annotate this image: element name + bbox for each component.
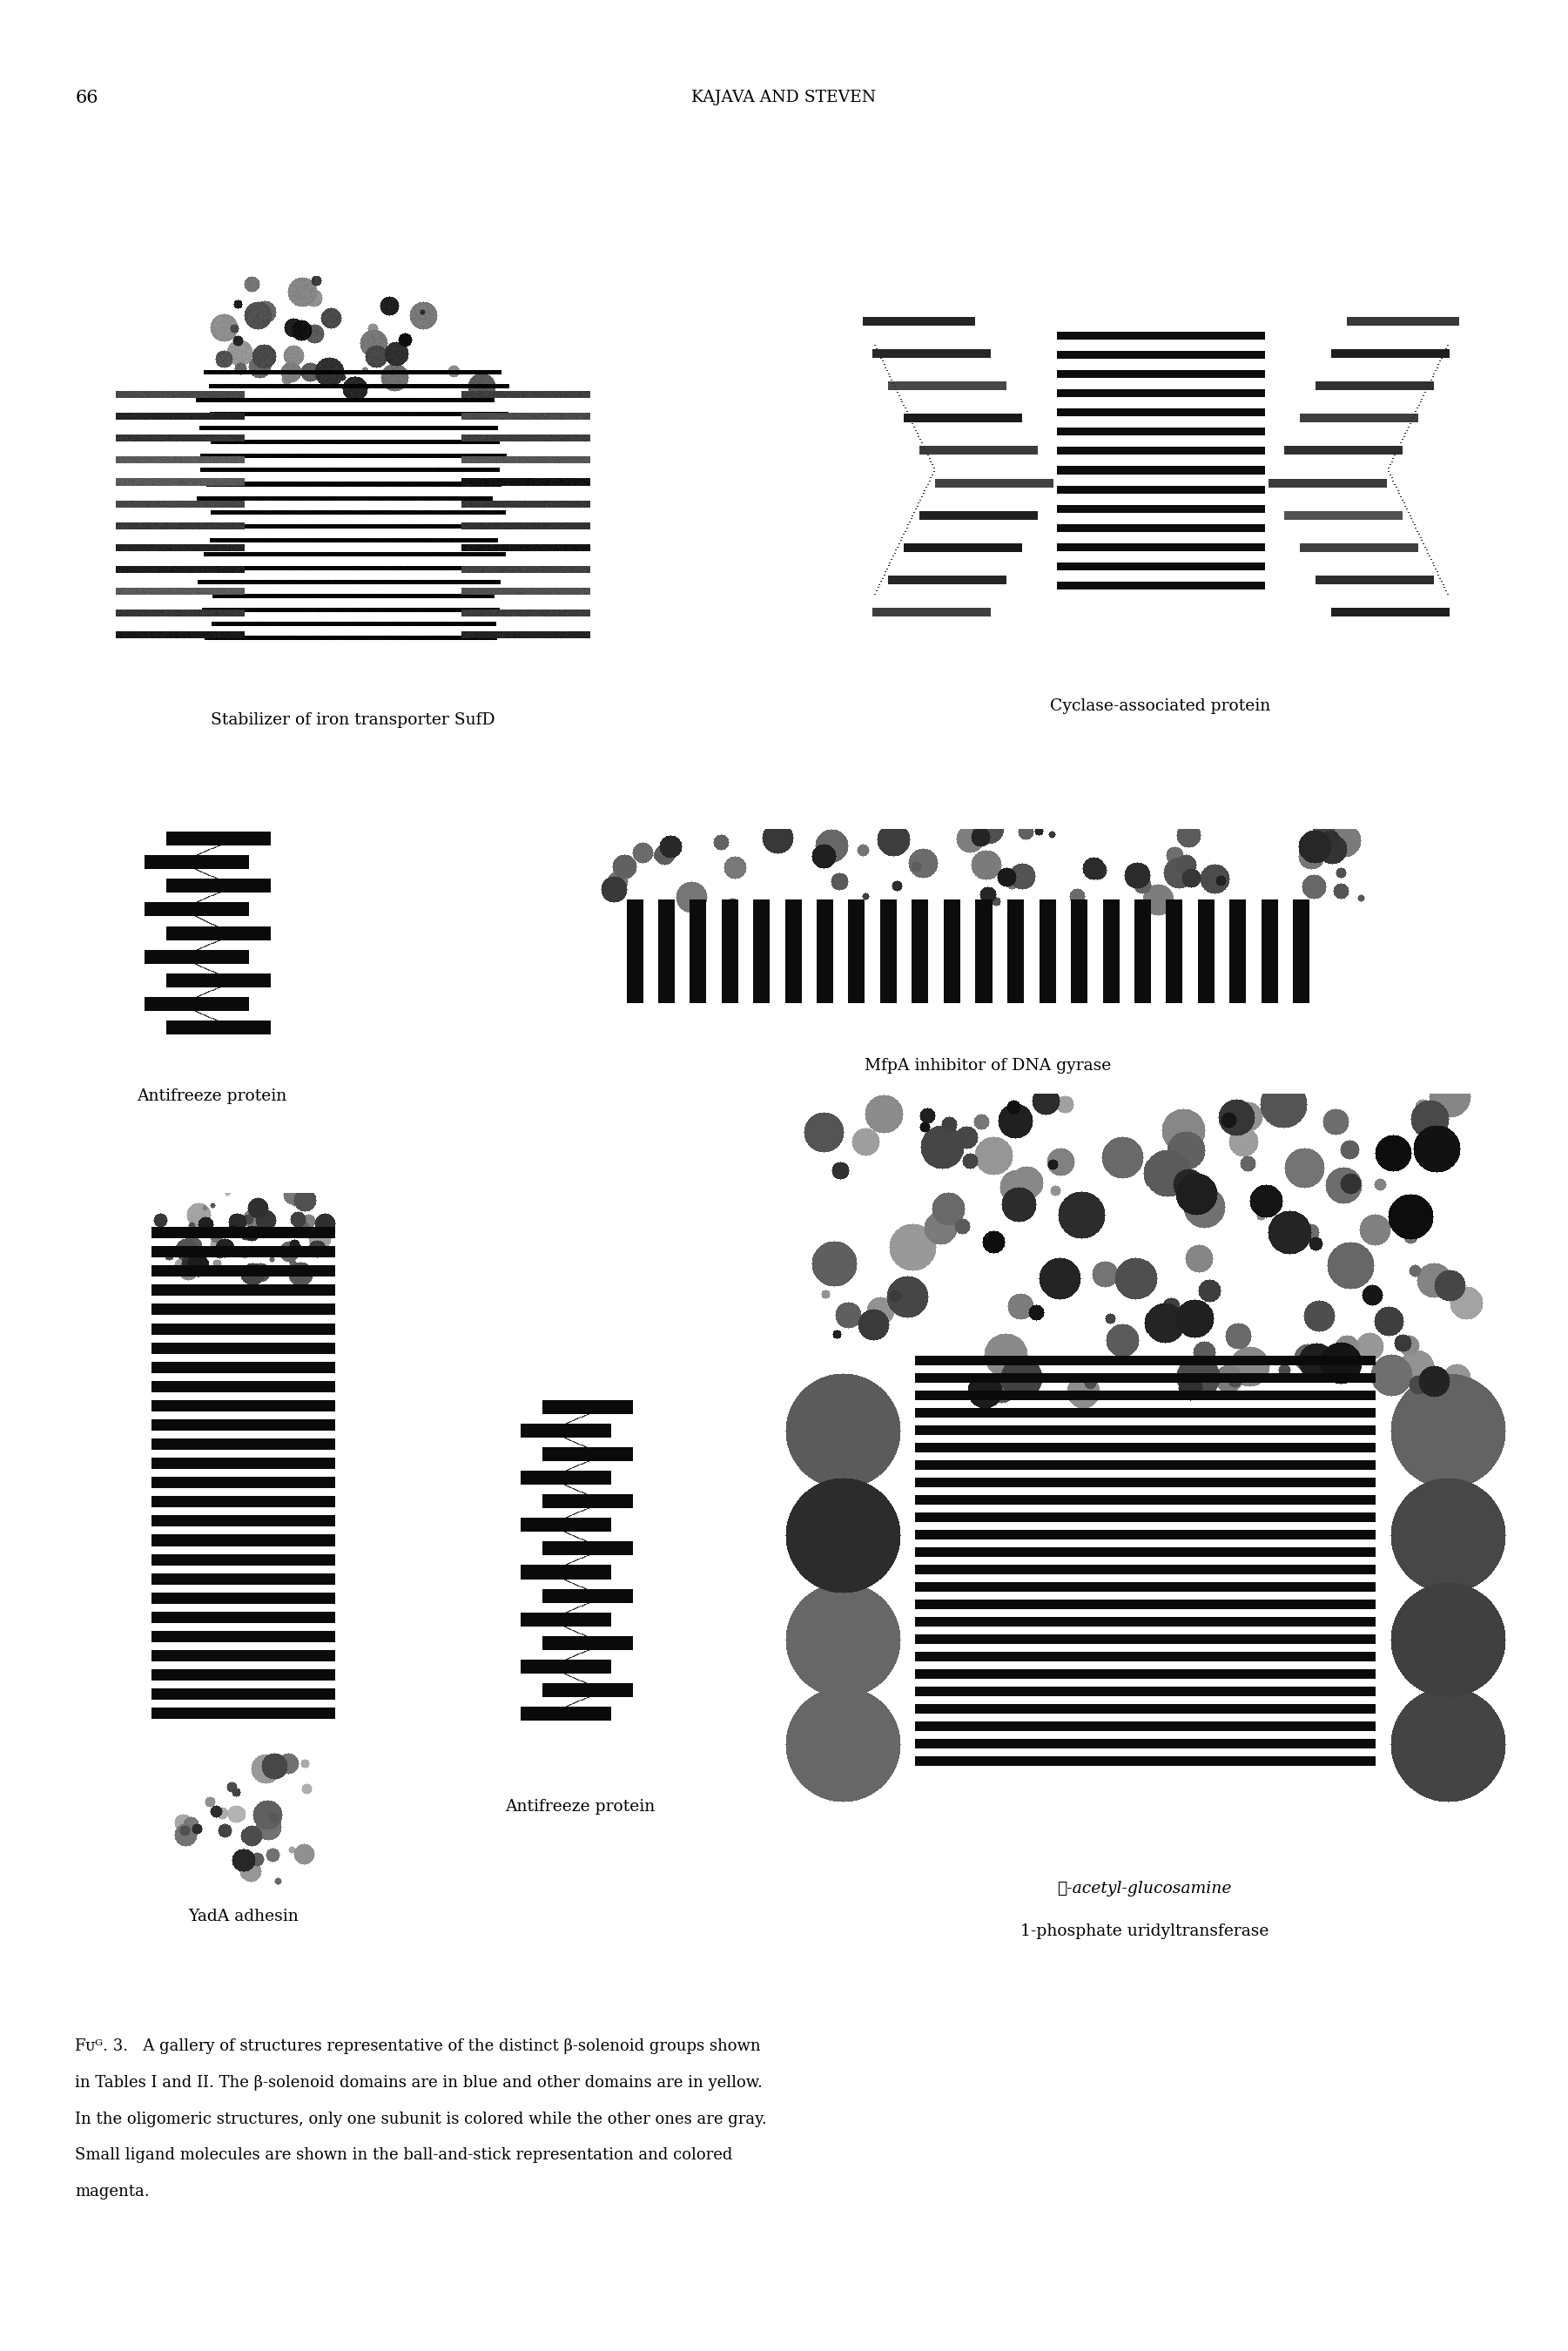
- Text: 66: 66: [75, 89, 99, 106]
- Text: MfpA inhibitor of DNA gyrase: MfpA inhibitor of DNA gyrase: [864, 1058, 1112, 1074]
- Text: Fᴜᴳ. 3.   A gallery of structures representative of the distinct β-solenoid grou: Fᴜᴳ. 3. A gallery of structures represen…: [75, 2038, 760, 2055]
- Text: Stabilizer of iron transporter SufD: Stabilizer of iron transporter SufD: [210, 712, 495, 729]
- Text: Cyclase-associated protein: Cyclase-associated protein: [1051, 698, 1270, 715]
- Text: ℹ-acetyl-glucosamine: ℹ-acetyl-glucosamine: [1057, 1881, 1232, 1897]
- Text: In the oligomeric structures, only one subunit is colored while the other ones a: In the oligomeric structures, only one s…: [75, 2111, 767, 2128]
- Text: in Tables I and II. The β-solenoid domains are in blue and other domains are in : in Tables I and II. The β-solenoid domai…: [75, 2076, 764, 2090]
- Text: Antifreeze protein: Antifreeze protein: [136, 1089, 287, 1105]
- Text: YadA adhesin: YadA adhesin: [188, 1909, 298, 1925]
- Text: KAJAVA AND STEVEN: KAJAVA AND STEVEN: [691, 89, 877, 106]
- Text: 1-phosphate uridyltransferase: 1-phosphate uridyltransferase: [1021, 1923, 1269, 1940]
- Text: magenta.: magenta.: [75, 2184, 151, 2201]
- Text: Small ligand molecules are shown in the ball-and-stick representation and colore: Small ligand molecules are shown in the …: [75, 2149, 732, 2163]
- Text: Antifreeze protein: Antifreeze protein: [505, 1799, 655, 1815]
